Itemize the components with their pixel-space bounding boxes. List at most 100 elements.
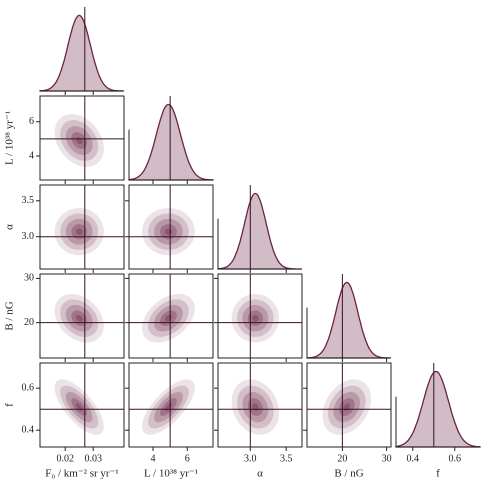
x-axis-label: F₀ / km⁻² sr yr⁻¹ xyxy=(45,468,118,480)
x-tick-label: 6 xyxy=(185,453,190,464)
panel: 0.4 0.6 f xyxy=(395,363,481,480)
x-tick-label: 3.5 xyxy=(280,453,293,464)
panel xyxy=(306,274,391,362)
contour xyxy=(54,379,104,435)
panel-frame xyxy=(39,95,125,181)
contour xyxy=(148,385,189,429)
y-tick-label: 6 xyxy=(29,116,34,127)
panel xyxy=(128,96,214,184)
panel: 4 6 L / 10³⁸ yr⁻¹ xyxy=(125,362,214,480)
contour xyxy=(160,224,177,240)
marginal-area xyxy=(217,192,302,270)
panel: 20 30 B / nG xyxy=(303,362,392,480)
contour xyxy=(71,132,88,149)
x-tick-label: 30 xyxy=(382,453,392,464)
contour xyxy=(237,299,274,338)
contour xyxy=(327,385,366,429)
contour xyxy=(164,228,173,235)
contour xyxy=(231,379,280,435)
x-tick-label: 0.02 xyxy=(56,453,74,464)
x-axis-label: f xyxy=(436,468,440,480)
contour xyxy=(71,224,88,240)
contour xyxy=(252,314,259,322)
contour xyxy=(65,126,93,155)
marginal-area xyxy=(39,14,124,92)
contour xyxy=(142,379,195,435)
contour xyxy=(60,213,99,250)
contour xyxy=(160,310,177,326)
x-tick-label: 3.0 xyxy=(244,453,257,464)
y-tick-label: 0.6 xyxy=(22,382,35,393)
contour xyxy=(322,379,372,435)
y-axis-label: f xyxy=(4,403,16,407)
panel xyxy=(125,184,214,273)
contour xyxy=(231,293,280,343)
contour xyxy=(242,391,269,423)
contours xyxy=(231,293,280,343)
panel: 4 6 L / 10³⁸ yr⁻¹ xyxy=(4,95,125,184)
x-tick-label: 0.03 xyxy=(84,453,102,464)
contour xyxy=(65,218,93,245)
contours xyxy=(142,293,195,343)
x-tick-label: 4 xyxy=(151,453,156,464)
contour xyxy=(142,293,195,343)
contour xyxy=(237,385,274,429)
panel-frame xyxy=(39,273,125,359)
contours xyxy=(231,379,280,435)
y-axis-label: α xyxy=(4,224,16,230)
y-axis-label: B / nG xyxy=(4,301,16,330)
y-tick-label: 30 xyxy=(24,273,34,284)
panel-frame xyxy=(39,184,125,270)
contours xyxy=(142,207,195,256)
panel: 0.02 0.03 F₀ / km⁻² sr yr⁻¹ 0.4 0.6 f xyxy=(4,362,125,480)
contour xyxy=(65,391,93,423)
y-tick-label: 4 xyxy=(29,150,34,161)
contour xyxy=(54,114,104,167)
panel-frame xyxy=(217,362,303,448)
contour xyxy=(242,304,269,332)
contour xyxy=(333,391,361,423)
contour xyxy=(71,398,88,416)
panel xyxy=(39,7,124,95)
panel-frame xyxy=(39,362,125,448)
contour xyxy=(160,398,177,416)
panel-frame xyxy=(128,362,214,448)
contour xyxy=(60,385,99,429)
x-axis-label: L / 10³⁸ yr⁻¹ xyxy=(144,468,198,480)
x-tick-label: 0.4 xyxy=(407,453,420,464)
contour xyxy=(247,398,263,416)
contour xyxy=(148,299,189,338)
panel: 3.0 3.5 α xyxy=(4,184,125,273)
panel-frame xyxy=(306,362,392,448)
contours xyxy=(54,114,104,167)
panel: 20 30 B / nG xyxy=(4,273,125,362)
x-axis-label: α xyxy=(257,468,263,480)
x-axis-label: B / nG xyxy=(334,468,363,480)
contour xyxy=(54,293,104,343)
contour xyxy=(339,398,355,416)
panel-frame xyxy=(128,184,214,270)
y-tick-label: 3.0 xyxy=(22,231,35,242)
contour xyxy=(65,304,93,332)
panel: 3.0 3.5 α xyxy=(214,362,303,480)
y-tick-label: 3.5 xyxy=(22,195,35,206)
contour xyxy=(54,207,104,256)
contour xyxy=(154,304,183,332)
panel xyxy=(214,273,303,362)
contour xyxy=(247,310,263,326)
panel-frame xyxy=(128,273,214,359)
x-tick-label: 20 xyxy=(337,453,347,464)
contour xyxy=(60,120,99,161)
marginal-area xyxy=(306,281,391,359)
y-axis-label: L / 10³⁸ yr⁻¹ xyxy=(4,111,16,165)
contour xyxy=(75,228,83,235)
panel-frame xyxy=(217,273,303,359)
contour xyxy=(71,310,88,326)
contour xyxy=(75,314,83,322)
contours xyxy=(54,207,104,256)
marginal-area xyxy=(395,370,481,448)
y-tick-label: 0.4 xyxy=(22,424,35,435)
contour xyxy=(154,391,183,423)
marginal-area xyxy=(128,103,214,181)
